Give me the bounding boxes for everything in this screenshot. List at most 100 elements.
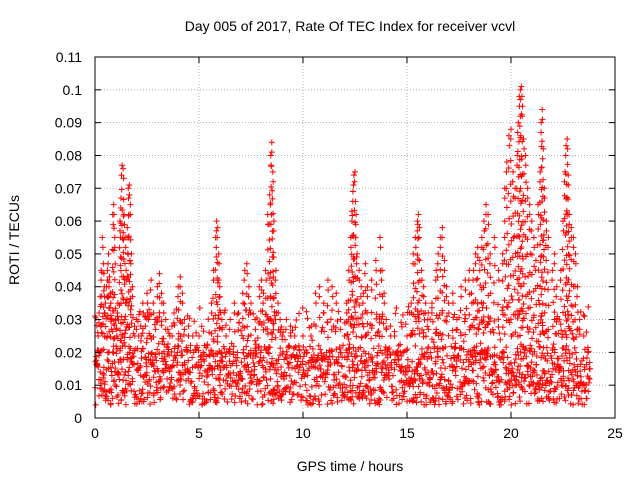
data-point xyxy=(142,323,149,330)
data-point xyxy=(543,227,550,234)
data-point xyxy=(348,350,355,357)
data-point xyxy=(276,388,283,395)
data-point xyxy=(528,317,535,324)
data-point xyxy=(205,316,212,323)
data-point xyxy=(193,342,200,349)
data-point xyxy=(420,293,427,300)
data-point xyxy=(357,344,364,351)
data-point xyxy=(118,222,125,229)
data-point xyxy=(224,398,231,405)
data-point xyxy=(480,246,487,253)
data-point xyxy=(345,306,352,313)
data-point xyxy=(346,364,353,371)
data-point xyxy=(303,350,310,357)
data-point xyxy=(502,273,509,280)
data-point xyxy=(414,394,421,401)
data-point xyxy=(519,113,526,120)
data-point xyxy=(247,375,254,382)
data-point xyxy=(504,354,511,361)
data-point xyxy=(559,352,566,359)
data-point xyxy=(511,286,518,293)
data-point xyxy=(213,320,220,327)
data-point xyxy=(509,254,516,261)
data-point xyxy=(268,329,275,336)
data-point xyxy=(458,365,465,372)
data-point xyxy=(572,301,579,308)
data-point xyxy=(487,315,494,322)
data-point xyxy=(568,312,575,319)
data-point xyxy=(161,383,168,390)
data-point xyxy=(577,373,584,380)
data-point xyxy=(199,372,206,379)
data-point xyxy=(506,215,513,222)
data-point xyxy=(406,364,413,371)
data-point xyxy=(486,260,493,267)
data-point xyxy=(545,286,552,293)
data-point xyxy=(324,319,331,326)
data-point xyxy=(118,396,125,403)
data-point xyxy=(435,401,442,408)
data-point xyxy=(487,274,494,281)
data-point xyxy=(523,179,530,186)
data-point xyxy=(519,171,526,178)
data-point xyxy=(416,330,423,337)
data-point xyxy=(327,316,334,323)
data-point xyxy=(291,332,298,339)
data-point xyxy=(372,295,379,302)
data-point xyxy=(122,369,129,376)
data-point xyxy=(112,316,119,323)
data-point xyxy=(107,400,114,407)
data-point xyxy=(306,392,313,399)
data-point xyxy=(200,349,207,356)
data-point xyxy=(121,221,128,228)
data-point xyxy=(226,326,233,333)
data-point xyxy=(230,369,237,376)
data-point xyxy=(104,267,111,274)
data-point xyxy=(143,339,150,346)
data-point xyxy=(485,221,492,228)
data-point xyxy=(478,234,485,241)
data-point xyxy=(328,397,335,404)
data-point xyxy=(462,287,469,294)
data-point xyxy=(432,277,439,284)
data-point xyxy=(314,378,321,385)
data-point xyxy=(551,260,558,267)
data-point xyxy=(260,319,267,326)
data-point xyxy=(439,224,446,231)
data-point xyxy=(353,333,360,340)
data-point xyxy=(254,334,261,341)
data-point xyxy=(460,359,467,366)
data-point xyxy=(165,330,172,337)
data-point xyxy=(272,290,279,297)
data-point xyxy=(535,320,542,327)
data-point xyxy=(189,399,196,406)
data-point xyxy=(518,83,525,90)
data-point xyxy=(349,364,356,371)
data-point xyxy=(277,326,284,333)
data-point xyxy=(416,375,423,382)
data-point xyxy=(529,373,536,380)
data-point xyxy=(111,322,118,329)
data-point xyxy=(433,326,440,333)
data-point xyxy=(520,136,527,143)
data-point xyxy=(252,337,259,344)
data-point xyxy=(130,353,137,360)
data-point xyxy=(564,316,571,322)
data-point xyxy=(152,326,159,333)
data-point xyxy=(571,361,578,368)
data-point xyxy=(531,263,538,270)
data-point xyxy=(557,321,564,328)
data-point xyxy=(545,368,552,375)
data-point xyxy=(399,312,406,319)
data-point xyxy=(482,324,489,331)
data-point xyxy=(520,280,527,287)
data-point xyxy=(238,332,245,339)
data-point xyxy=(181,387,188,394)
data-point xyxy=(544,377,551,384)
data-point xyxy=(469,322,476,329)
data-point xyxy=(410,311,417,318)
data-point xyxy=(148,277,155,284)
data-point xyxy=(526,289,533,296)
data-point xyxy=(222,385,229,392)
data-point xyxy=(268,163,275,170)
